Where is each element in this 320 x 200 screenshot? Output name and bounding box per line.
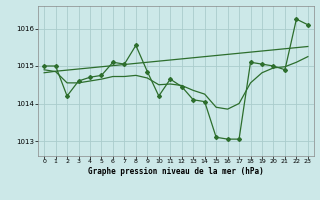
X-axis label: Graphe pression niveau de la mer (hPa): Graphe pression niveau de la mer (hPa) — [88, 167, 264, 176]
